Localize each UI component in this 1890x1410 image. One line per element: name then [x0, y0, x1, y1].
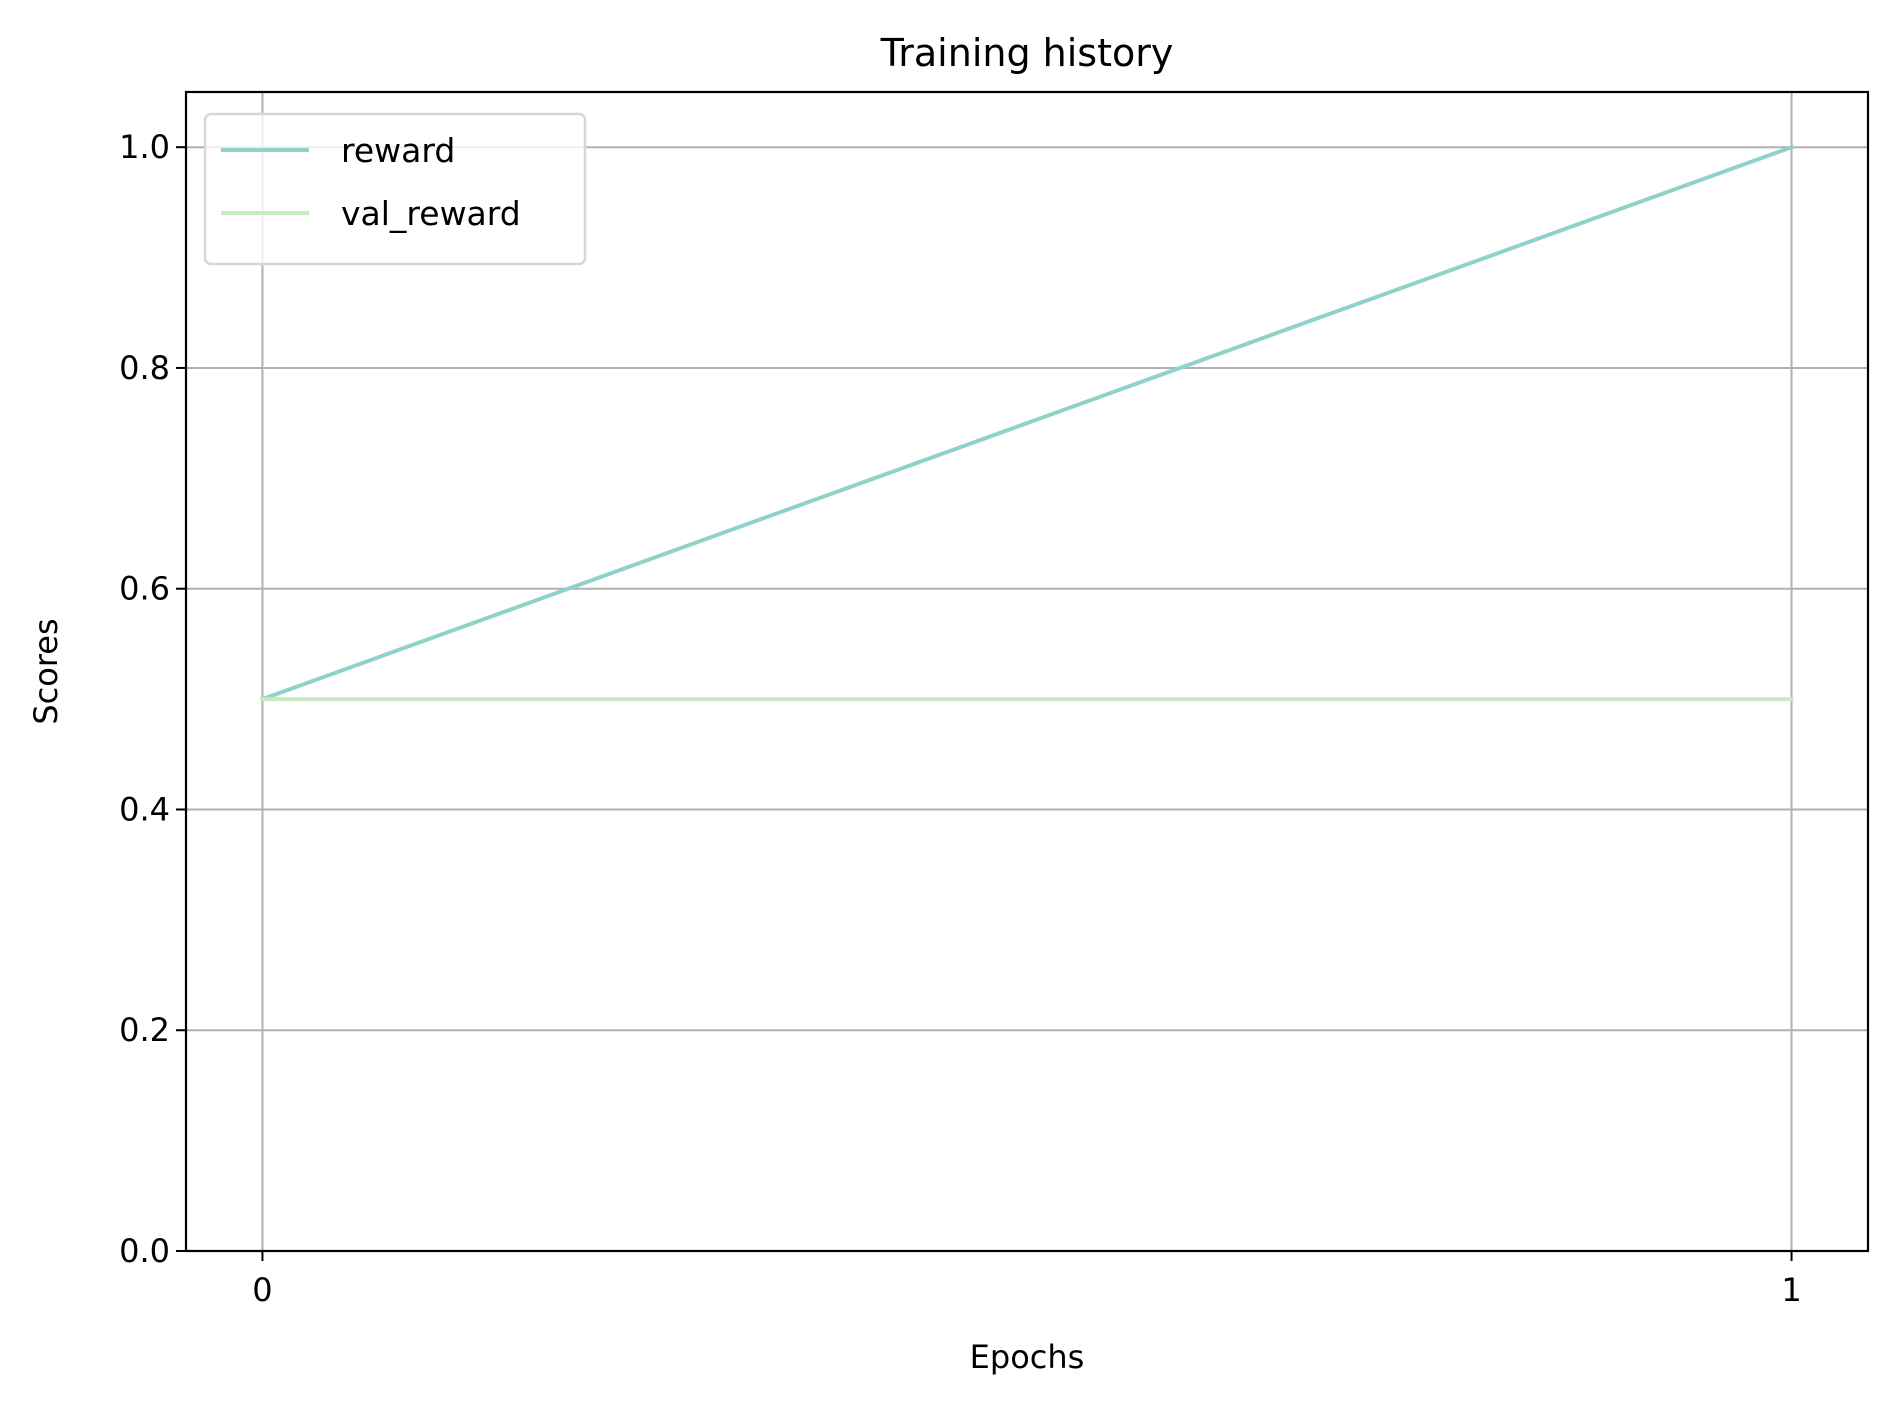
legend: reward val_reward [203, 112, 587, 266]
x-axis-label: Epochs [970, 1338, 1085, 1376]
y-tick-label: 1.0 [119, 128, 170, 166]
y-tick-label: 0.2 [119, 1011, 170, 1049]
y-tick-label: 0.0 [119, 1232, 170, 1270]
x-tick-label: 0 [252, 1271, 272, 1309]
y-tick-label: 0.4 [119, 790, 170, 828]
axes-frame [184, 90, 1870, 1253]
legend-label: reward [341, 131, 455, 170]
y-tick-label: 0.6 [119, 570, 170, 608]
series-line-reward [259, 144, 1795, 702]
y-axis-label: Scores [27, 618, 65, 724]
chart-title: Training history [880, 31, 1174, 75]
x-tick-label: 1 [1781, 1271, 1801, 1309]
series-lines [259, 144, 1795, 702]
axis-ticks: 0.0 0.2 0.4 0.6 0.8 1.0 0 1 [119, 128, 1802, 1309]
legend-label: val_reward [341, 194, 521, 233]
y-tick-label: 0.8 [119, 349, 170, 387]
